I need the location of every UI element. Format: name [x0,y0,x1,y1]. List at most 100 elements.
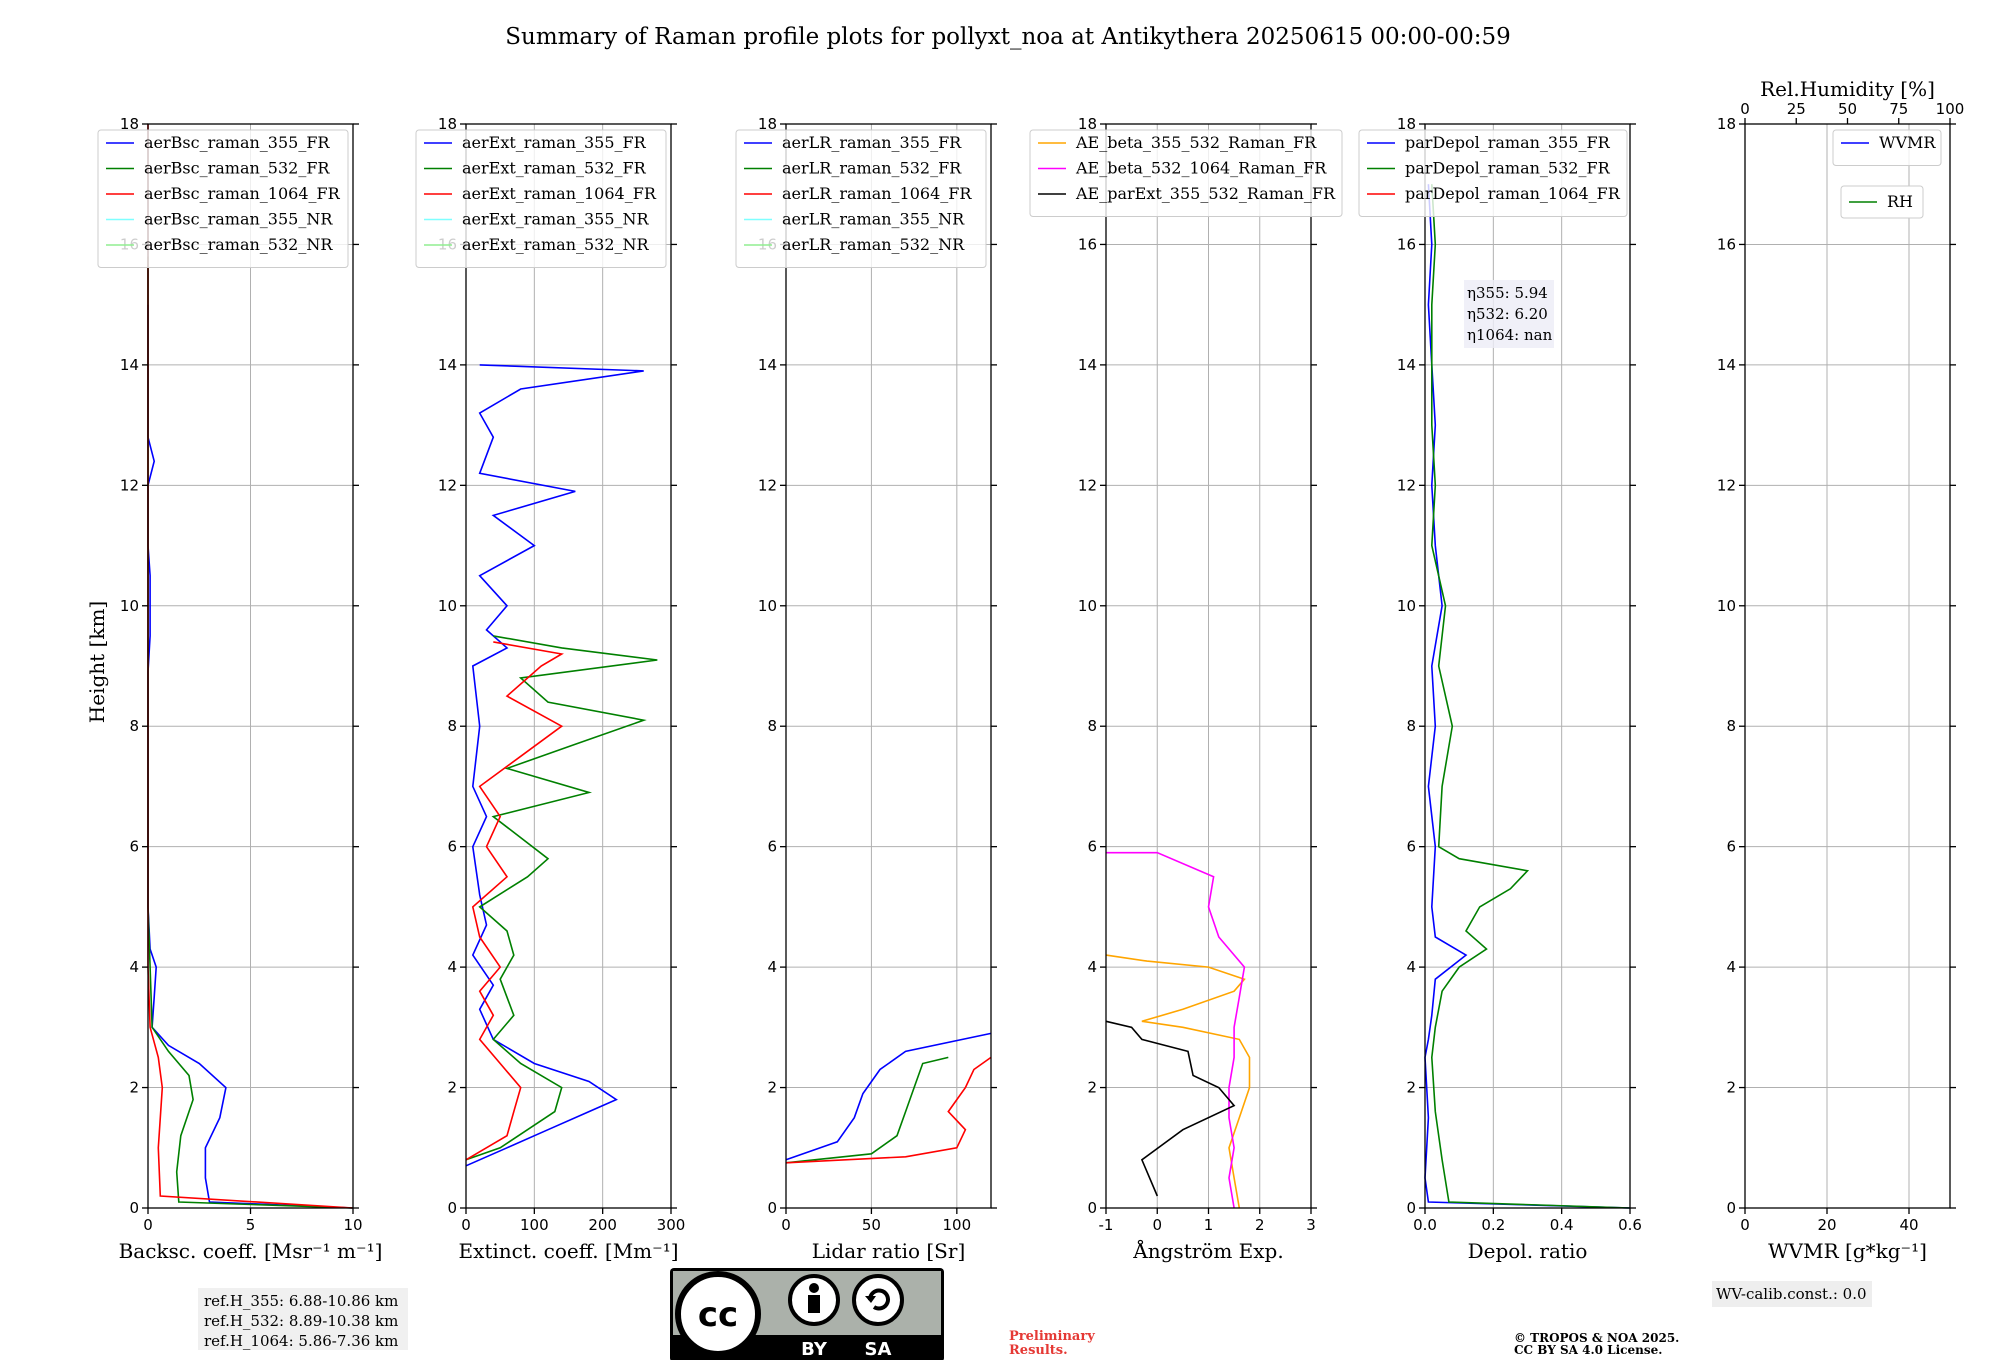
x-tick-label: -1 [1099,1216,1114,1234]
legend-entry: parDepol_raman_532_FR [1405,159,1611,178]
y-tick-label: 6 [767,838,777,856]
x-axis-label: WVMR [g*kg⁻¹] [1768,1239,1927,1263]
y-tick-label: 2 [1406,1079,1416,1097]
y-tick-label: 12 [1397,476,1416,494]
y-tick-label: 12 [120,476,139,494]
x-axis-label: Lidar ratio [Sr] [812,1239,966,1263]
x-tick-label: 0.0 [1413,1216,1437,1234]
legend: WVMR RH [1832,129,1942,219]
x-tick-label: 0 [1152,1216,1162,1234]
cc-icon [675,1271,761,1357]
x-tick-label: 200 [588,1216,617,1234]
y-tick-label: 6 [1726,838,1736,856]
x-tick-label: 0 [1740,1216,1750,1234]
legend: AE_beta_355_532_Raman_FR AE_beta_532_1064… [1029,129,1343,217]
x-tick-label: 300 [657,1216,686,1234]
y-tick-label: 10 [1397,597,1416,615]
legend-entry: aerExt_raman_355_FR [462,133,647,152]
series-AE_beta_355_532_Raman_FR [1105,954,1251,1209]
y-tick-label: 6 [1406,838,1416,856]
cc-by-label: BY [801,1339,828,1360]
y-tick-label: 12 [438,476,457,494]
y-tick-label: 16 [1717,235,1736,253]
x-tick-label: 40 [1899,1216,1918,1234]
svg-text:cc: cc [698,1295,738,1335]
panel-bsc: 0246810121416180510Backsc. coeff. [Msr⁻¹… [97,115,383,1263]
y-tick-label: 8 [1406,717,1416,735]
eta-box: η355: 5.94 η532: 6.20 η1064: nan [1464,280,1554,348]
y-tick-label: 4 [129,958,139,976]
axes-frame [1744,123,1951,1209]
top-x-axis-label: Rel.Humidity [%] [1760,77,1935,101]
y-tick-label: 8 [767,717,777,735]
legend-entry: parDepol_raman_1064_FR [1405,184,1621,203]
legend-entry: AE_beta_532_1064_Raman_FR [1075,159,1327,178]
y-tick-label: 0 [1726,1199,1736,1217]
y-tick-label: 14 [120,356,139,374]
y-axis-label: Height [km] [85,601,109,723]
legend-entry: aerLR_raman_532_FR [782,159,962,178]
copyright-line-2: CC BY SA 4.0 License. [1514,1343,1662,1357]
series-aerExt_raman_355_FR [465,364,644,1167]
y-tick-label: 14 [1078,356,1097,374]
legend-entry: aerBsc_raman_532_NR [144,235,333,254]
y-tick-label: 8 [447,717,457,735]
figure-title: Summary of Raman profile plots for polly… [505,24,1511,50]
x-tick-label: 20 [1817,1216,1836,1234]
y-tick-label: 12 [1078,476,1097,494]
eta-532: η532: 6.20 [1467,305,1548,323]
legend: aerLR_raman_355_FR aerLR_raman_532_FR aerL… [735,129,987,268]
ref-height-532: ref.H_532: 8.89-10.38 km [204,1312,398,1330]
legend-entry: AE_beta_355_532_Raman_FR [1075,133,1317,152]
legend-entry: parDepol_raman_355_FR [1405,133,1611,152]
legend-entry: aerExt_raman_355_NR [462,210,650,229]
x-axis-label: Extinct. coeff. [Mm⁻¹] [458,1239,678,1263]
y-tick-label: 14 [438,356,457,374]
y-tick-label: 6 [447,838,457,856]
y-tick-label: 14 [1717,356,1736,374]
y-tick-label: 6 [1087,838,1097,856]
x-axis-label: Backsc. coeff. [Msr⁻¹ m⁻¹] [119,1239,383,1263]
x-tick-label: 50 [862,1216,881,1234]
y-tick-label: 8 [129,717,139,735]
y-tick-label: 10 [1717,597,1736,615]
series-aerLR_raman_532_FR [785,1056,949,1164]
x-tick-label: 10 [343,1216,362,1234]
x-tick-label: 3 [1306,1216,1316,1234]
y-tick-label: 0 [1406,1199,1416,1217]
panel-lr: 024681012141618050100Lidar ratio [Sr]aer… [735,115,997,1263]
y-tick-label: 6 [129,838,139,856]
x-axis-label: Depol. ratio [1468,1239,1588,1263]
y-tick-label: 14 [1397,356,1416,374]
legend-entry: aerLR_raman_1064_FR [782,184,972,203]
y-tick-label: 8 [1087,717,1097,735]
x-tick-label: 0 [143,1216,153,1234]
copyright-line-1: © TROPOS & NOA 2025. [1514,1331,1679,1345]
y-tick-label: 12 [758,476,777,494]
series-aerBsc_raman_532_FR [147,256,354,1209]
y-tick-label: 0 [447,1199,457,1217]
x-tick-label: 1 [1204,1216,1214,1234]
y-tick-label: 4 [767,958,777,976]
y-tick-label: 18 [438,115,457,133]
series-AE_beta_532_1064_Raman_FR [1106,851,1246,1209]
y-tick-label: 2 [1087,1079,1097,1097]
legend: aerBsc_raman_355_FR aerBsc_raman_532_FRae… [97,129,349,268]
x-tick-label: 5 [246,1216,256,1234]
wv-calib-const: WV-calib.const.: 0.0 [1716,1285,1867,1303]
series-aerExt_raman_1064_FR [465,641,564,1161]
wv-calib-box: WV-calib.const.: 0.0 [1712,1281,1872,1307]
preliminary-label-2: Results. [1009,1343,1068,1358]
y-tick-label: 8 [1726,717,1736,735]
preliminary-label-1: Preliminary [1009,1329,1095,1344]
legend-entry: aerExt_raman_532_NR [462,235,650,254]
y-tick-label: 2 [447,1079,457,1097]
x-tick-label: 0 [461,1216,471,1234]
y-tick-label: 18 [758,115,777,133]
series-AE_parExt_355_532_Raman_FR [1105,1020,1236,1197]
y-tick-label: 14 [758,356,777,374]
top-x-tick-label: 50 [1838,100,1857,118]
